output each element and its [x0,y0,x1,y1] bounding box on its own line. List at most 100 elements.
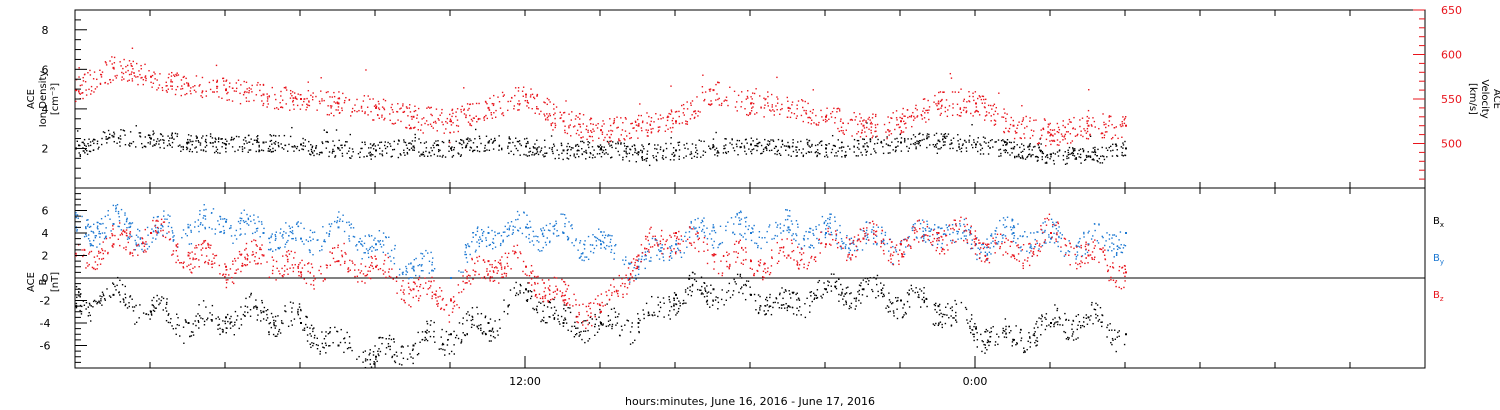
scatter-dot [1097,320,1100,322]
scatter-dot [659,114,662,116]
scatter-dot [120,65,122,67]
scatter-dot [391,355,394,358]
scatter-dot [348,150,350,152]
scatter-dot [595,236,597,239]
scatter-dot [926,223,929,226]
scatter-dot [383,107,385,109]
scatter-dot [156,89,158,91]
scatter-dot [1093,308,1096,311]
scatter-dot [393,148,396,151]
scatter-dot [372,351,375,353]
scatter-dot [1010,141,1012,144]
scatter-dot [517,141,520,143]
data-point [1012,232,1015,234]
scatter-dot [835,287,838,290]
scatter-dot [455,140,457,143]
scatter-dot [926,146,928,149]
scatter-dot [866,142,868,144]
scatter-dot [484,100,487,103]
scatter-dot [293,145,296,147]
scatter-dot [990,234,992,237]
scatter-dot [531,154,533,156]
scatter-dot [216,80,218,83]
scatter-dot [595,318,598,321]
scatter-dot [813,297,816,299]
scatter-dot [948,105,951,107]
scatter-dot [875,235,878,237]
scatter-dot [1066,157,1068,160]
scatter-dot [348,221,350,223]
scatter-dot [888,292,890,294]
scatter-dot [274,135,277,137]
scatter-dot [85,89,87,91]
scatter-dot [270,135,273,137]
scatter-dot [855,305,857,307]
scatter-dot [874,115,877,118]
scatter-dot [703,231,706,234]
scatter-dot [757,294,760,296]
scatter-dot [901,113,904,115]
scatter-dot [555,222,558,225]
scatter-dot [135,242,137,244]
scatter-dot [1062,120,1064,122]
scatter-dot [695,144,697,146]
scatter-dot [478,324,480,327]
scatter-dot [428,151,430,153]
scatter-dot [876,283,878,286]
scatter-dot [1005,117,1007,120]
scatter-dot [657,118,660,120]
scatter-dot [972,146,974,149]
scatter-dot [1036,142,1039,145]
scatter-dot [725,151,727,154]
scatter-dot [1071,152,1073,154]
scatter-dot [316,153,318,155]
scatter-dot [1024,137,1026,139]
scatter-dot [857,291,859,293]
scatter-dot [1063,136,1065,138]
scatter-dot [688,236,691,238]
scatter-dot [200,149,202,151]
scatter-dot [508,234,510,237]
scatter-dot [151,74,154,77]
scatter-dot [508,152,510,155]
scatter-dot [198,141,200,143]
scatter-dot [360,105,363,108]
scatter-dot [858,284,861,286]
scatter-dot [990,115,992,117]
scatter-dot [611,323,614,326]
scatter-dot [966,101,968,103]
scatter-dot [560,142,563,145]
scatter-dot [267,103,269,105]
scatter-dot [662,117,664,119]
scatter-dot [187,83,190,86]
scatter-dot [834,216,836,218]
scatter-dot [180,150,182,152]
scatter-dot [553,306,556,308]
scatter-dot [970,112,972,115]
scatter-dot [657,126,660,128]
scatter-dot [829,222,831,224]
data-point [1087,243,1090,246]
scatter-dot [766,230,768,233]
scatter-dot [166,144,169,147]
scatter-dot [208,81,211,84]
scatter-dot [617,150,619,153]
scatter-dot [942,144,945,147]
scatter-dot [841,156,843,158]
scatter-dot [196,137,198,139]
scatter-dot [830,285,832,287]
scatter-dot [782,304,785,306]
scatter-dot [719,242,722,245]
scatter-dot [217,328,219,330]
scatter-dot [512,153,515,156]
scatter-dot [131,78,133,80]
scatter-dot [602,324,604,326]
scatter-dot [548,316,550,318]
scatter-dot [957,134,959,136]
scatter-dot [786,229,788,232]
scatter-dot [1018,121,1020,123]
scatter-dot [160,299,162,302]
scatter-dot [690,294,693,297]
scatter-dot [1009,226,1012,228]
scatter-dot [809,305,811,307]
